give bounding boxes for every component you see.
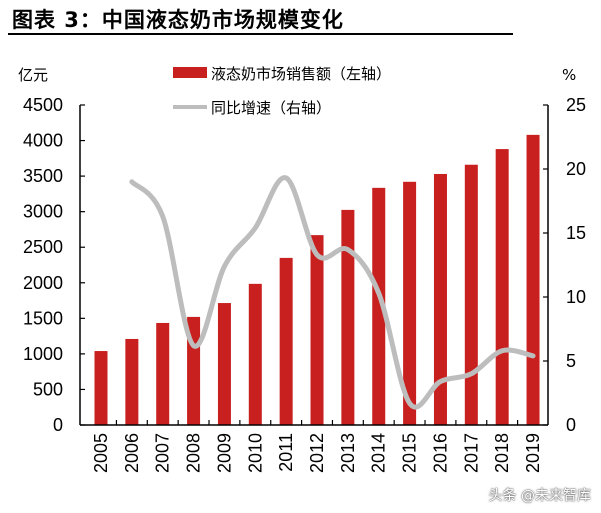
legend-label-line: 同比增速（右轴） — [211, 99, 331, 117]
legend-label-bar: 液态奶市场销售额（左轴） — [211, 65, 391, 83]
x-tick-label: 2008 — [184, 433, 204, 473]
right-tick-label: 5 — [566, 351, 576, 371]
watermark: 头条 @未来智库 — [488, 488, 591, 504]
title-divider — [8, 33, 513, 35]
left-tick-label: 2000 — [23, 273, 63, 293]
growth-line — [129, 175, 536, 410]
right-tick-label: 10 — [566, 287, 586, 307]
bar-2012 — [310, 235, 324, 425]
left-tick-label: 3500 — [23, 166, 63, 186]
bar-2013 — [341, 209, 355, 425]
bar-2018 — [495, 149, 509, 426]
x-tick-label: 2007 — [153, 433, 173, 473]
left-tick-label: 3000 — [23, 202, 63, 222]
left-tick-label: 4500 — [23, 95, 63, 115]
x-tick-label: 2010 — [245, 433, 265, 473]
bar-2010 — [248, 283, 262, 425]
bar-2015 — [403, 181, 417, 425]
right-tick-label: 0 — [566, 415, 576, 435]
legend-swatch-bar — [173, 67, 207, 78]
chart-title: 图表 3：中国液态奶市场规模变化 — [12, 8, 344, 32]
bar-2019 — [526, 134, 540, 425]
bar-2005 — [94, 351, 108, 425]
bar-2011 — [279, 257, 293, 425]
left-tick-label: 4000 — [23, 131, 63, 151]
bar-2016 — [433, 173, 447, 425]
x-tick-label: 2018 — [492, 433, 512, 473]
x-tick-label: 2009 — [214, 433, 234, 473]
x-tick-label: 2015 — [400, 433, 420, 473]
right-tick-label: 15 — [566, 223, 586, 243]
bar-2006 — [125, 338, 139, 425]
bar-2007 — [156, 322, 170, 425]
left-tick-label: 0 — [53, 415, 63, 435]
bar-2014 — [372, 187, 386, 425]
right-tick-label: 25 — [566, 95, 586, 115]
bar-2009 — [217, 303, 231, 425]
bar-2017 — [464, 164, 478, 425]
x-tick-label: 2014 — [369, 433, 389, 473]
left-axis-label: 亿元 — [18, 66, 48, 84]
x-tick-label: 2005 — [91, 433, 111, 473]
left-tick-label: 1000 — [23, 344, 63, 364]
x-tick-label: 2016 — [430, 433, 450, 473]
x-tick-label: 2006 — [122, 433, 142, 473]
left-tick-label: 500 — [33, 379, 63, 399]
right-axis-label: % — [562, 66, 576, 84]
x-tick-label: 2012 — [307, 433, 327, 473]
x-tick-label: 2017 — [461, 433, 481, 473]
x-tick-label: 2011 — [276, 433, 296, 472]
x-tick-label: 2019 — [523, 433, 543, 473]
x-tick-label: 2013 — [338, 433, 358, 473]
left-tick-label: 2500 — [23, 237, 63, 257]
right-tick-label: 20 — [566, 159, 586, 179]
left-tick-label: 1500 — [23, 308, 63, 328]
